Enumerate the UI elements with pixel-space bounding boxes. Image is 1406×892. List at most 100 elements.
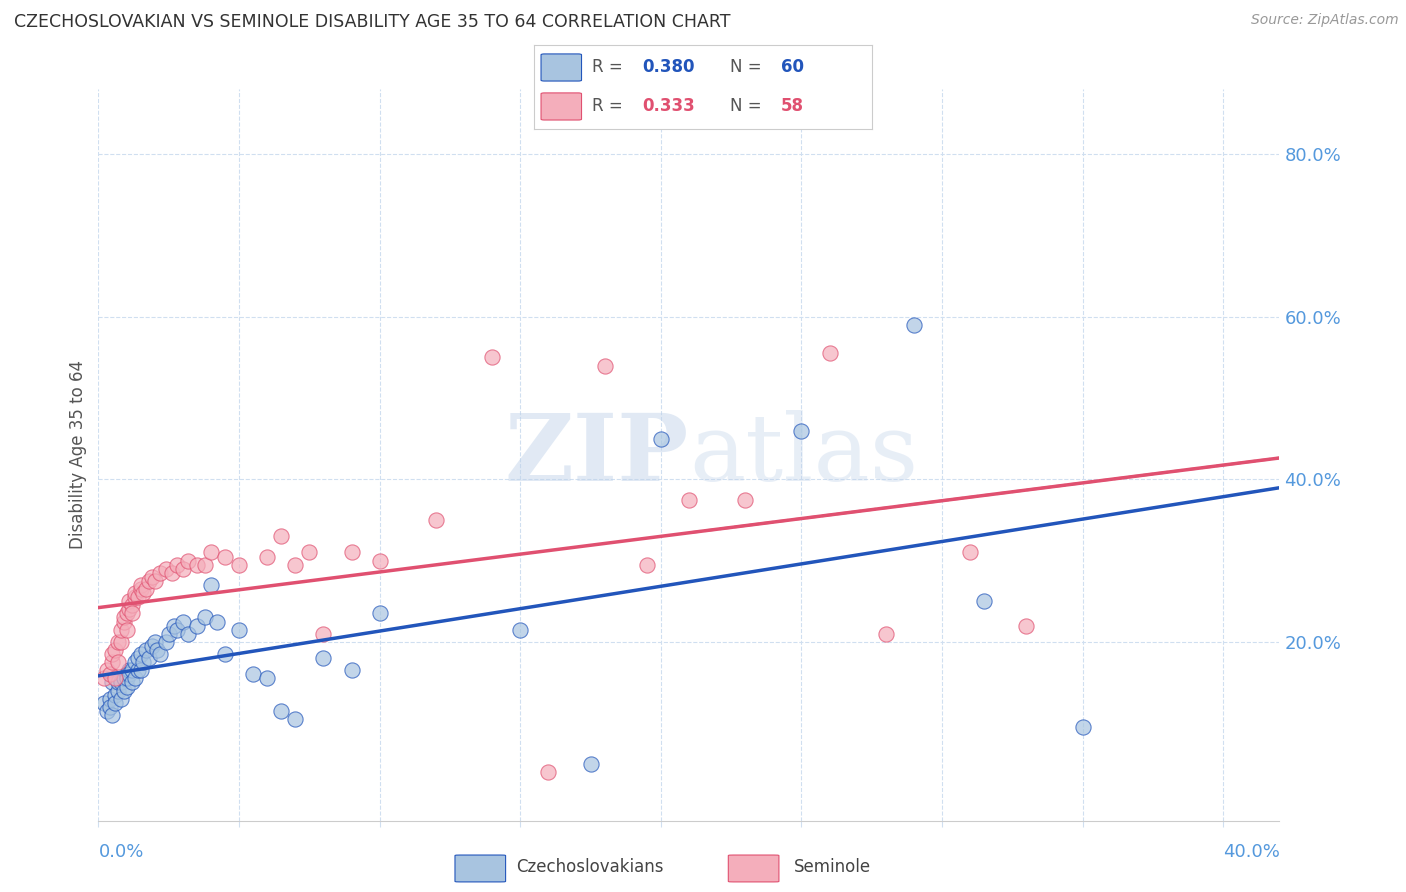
Point	[650, 432, 672, 446]
Point	[104, 672, 127, 686]
Point	[155, 635, 177, 649]
Point	[98, 691, 121, 706]
Point	[537, 764, 560, 779]
Point	[194, 610, 217, 624]
Point	[112, 683, 135, 698]
Point	[104, 696, 127, 710]
Point	[124, 586, 146, 600]
Point	[101, 647, 124, 661]
Point	[124, 655, 146, 669]
Point	[132, 586, 155, 600]
Point	[177, 626, 200, 640]
Point	[107, 655, 129, 669]
Point	[143, 574, 166, 588]
Point	[678, 492, 700, 507]
FancyBboxPatch shape	[456, 855, 506, 882]
Point	[107, 675, 129, 690]
Point	[146, 643, 169, 657]
Point	[110, 635, 132, 649]
Point	[194, 558, 217, 572]
Point	[110, 691, 132, 706]
Point	[155, 562, 177, 576]
Point	[115, 672, 138, 686]
Point	[129, 582, 152, 596]
Point	[112, 672, 135, 686]
Point	[149, 647, 172, 661]
Point	[214, 549, 236, 564]
Text: 40.0%: 40.0%	[1223, 843, 1279, 861]
Point	[121, 663, 143, 677]
Point	[593, 359, 616, 373]
Point	[228, 623, 250, 637]
Point	[242, 667, 264, 681]
Point	[112, 615, 135, 629]
Point	[166, 623, 188, 637]
Text: ZIP: ZIP	[505, 410, 689, 500]
Point	[163, 618, 186, 632]
FancyBboxPatch shape	[728, 855, 779, 882]
Point	[177, 553, 200, 567]
Point	[312, 626, 335, 640]
Point	[166, 558, 188, 572]
Point	[509, 623, 531, 637]
Point	[284, 712, 307, 726]
Text: N =: N =	[730, 97, 766, 115]
FancyBboxPatch shape	[541, 54, 582, 81]
Point	[205, 615, 228, 629]
Point	[107, 683, 129, 698]
Point	[101, 655, 124, 669]
Point	[115, 607, 138, 621]
Point	[93, 696, 115, 710]
Point	[143, 635, 166, 649]
Point	[93, 672, 115, 686]
Point	[132, 655, 155, 669]
Point	[135, 643, 157, 657]
Point	[270, 529, 292, 543]
Point	[973, 594, 995, 608]
Point	[368, 607, 391, 621]
Point	[160, 566, 183, 580]
Point	[256, 549, 278, 564]
Point	[101, 708, 124, 723]
Text: 0.380: 0.380	[643, 59, 695, 77]
Point	[121, 607, 143, 621]
Point	[138, 574, 160, 588]
Point	[340, 545, 363, 559]
Text: N =: N =	[730, 59, 766, 77]
Point	[107, 635, 129, 649]
Point	[636, 558, 658, 572]
Point	[129, 578, 152, 592]
Text: R =: R =	[592, 97, 627, 115]
Point	[115, 680, 138, 694]
Point	[118, 602, 141, 616]
Point	[129, 663, 152, 677]
Text: Source: ZipAtlas.com: Source: ZipAtlas.com	[1251, 13, 1399, 28]
Point	[149, 566, 172, 580]
Text: Czechoslovakians: Czechoslovakians	[516, 858, 664, 877]
Point	[270, 704, 292, 718]
Point	[121, 599, 143, 613]
Point	[110, 675, 132, 690]
Point	[98, 667, 121, 681]
Point	[104, 643, 127, 657]
Point	[127, 651, 149, 665]
Point	[118, 663, 141, 677]
Point	[127, 590, 149, 604]
Point	[115, 667, 138, 681]
Point	[1015, 618, 1038, 632]
Point	[118, 594, 141, 608]
FancyBboxPatch shape	[541, 93, 582, 120]
Point	[579, 756, 602, 771]
Point	[284, 558, 307, 572]
Point	[172, 562, 194, 576]
Text: atlas: atlas	[689, 410, 918, 500]
Point	[875, 626, 897, 640]
Point	[790, 424, 813, 438]
Point	[121, 675, 143, 690]
Point	[228, 558, 250, 572]
Point	[186, 618, 208, 632]
Point	[96, 663, 118, 677]
Point	[101, 675, 124, 690]
Point	[214, 647, 236, 661]
Text: 60: 60	[780, 59, 804, 77]
